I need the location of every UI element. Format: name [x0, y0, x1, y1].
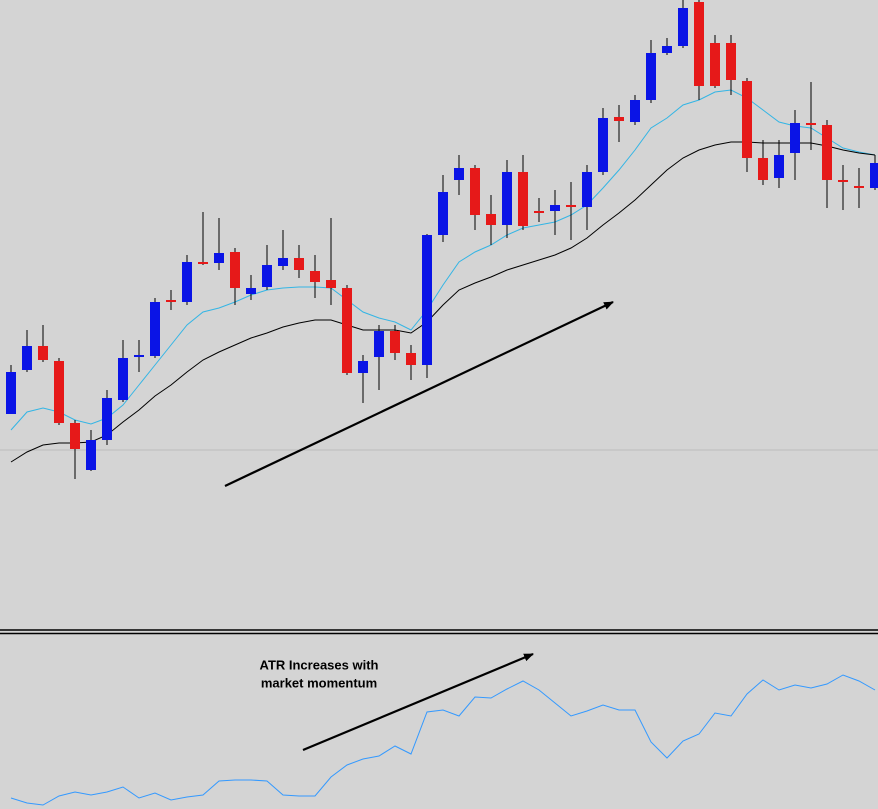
candle-body [278, 258, 288, 266]
candle-body [454, 168, 464, 180]
candle-body [470, 168, 480, 215]
candle-body [294, 258, 304, 270]
atr-arrow [302, 652, 534, 752]
candle-body [38, 346, 48, 360]
candle-body [22, 346, 32, 370]
candle-body [374, 331, 384, 357]
candle-body [486, 214, 496, 225]
candle-body [598, 118, 608, 172]
candle-body [406, 353, 416, 365]
candle-body [758, 158, 768, 180]
candle-body [166, 300, 176, 302]
candle-body [726, 43, 736, 80]
candle-body [150, 302, 160, 356]
candle-body [694, 2, 704, 86]
candle-body [86, 440, 96, 470]
candle-body [54, 361, 64, 423]
annotation: market momentum [261, 675, 377, 690]
candle-body [646, 53, 656, 100]
candle-body [662, 46, 672, 53]
candle-body [118, 358, 128, 400]
candle-body [310, 271, 320, 282]
candle-body [534, 211, 544, 213]
candle-body [630, 100, 640, 122]
price-panel [0, 0, 878, 479]
candle-body [342, 288, 352, 373]
candle-body [806, 123, 816, 125]
candle-body [198, 262, 208, 264]
candle-body [518, 172, 528, 226]
moving-average [10, 141, 876, 463]
candle-body [70, 423, 80, 449]
candle-body [838, 180, 848, 182]
annotation: ATR Increases with [260, 657, 379, 672]
candle-body [582, 172, 592, 207]
candle-body [182, 262, 192, 302]
candle-body [246, 288, 256, 294]
candle-body [870, 163, 878, 188]
candle-body [790, 123, 800, 153]
candle-body [566, 205, 576, 207]
candle-body [710, 43, 720, 86]
candle-body [390, 331, 400, 353]
candle-body [822, 125, 832, 180]
candle-body [262, 265, 272, 287]
trend-arrow [224, 301, 614, 487]
candle-body [230, 252, 240, 288]
candle-body [774, 155, 784, 178]
candle-body [6, 372, 16, 414]
candle-body [502, 172, 512, 225]
candle-body [854, 186, 864, 188]
candle-body [438, 192, 448, 235]
candle-body [358, 361, 368, 373]
candle-body [134, 355, 144, 357]
candle-body [742, 81, 752, 158]
candle-body [614, 117, 624, 121]
candle-body [326, 280, 336, 288]
candle-body [550, 205, 560, 211]
candle-body [102, 398, 112, 440]
atr-line [10, 674, 876, 806]
candle-body [422, 235, 432, 365]
candle-body [678, 8, 688, 46]
candle-body [214, 253, 224, 263]
